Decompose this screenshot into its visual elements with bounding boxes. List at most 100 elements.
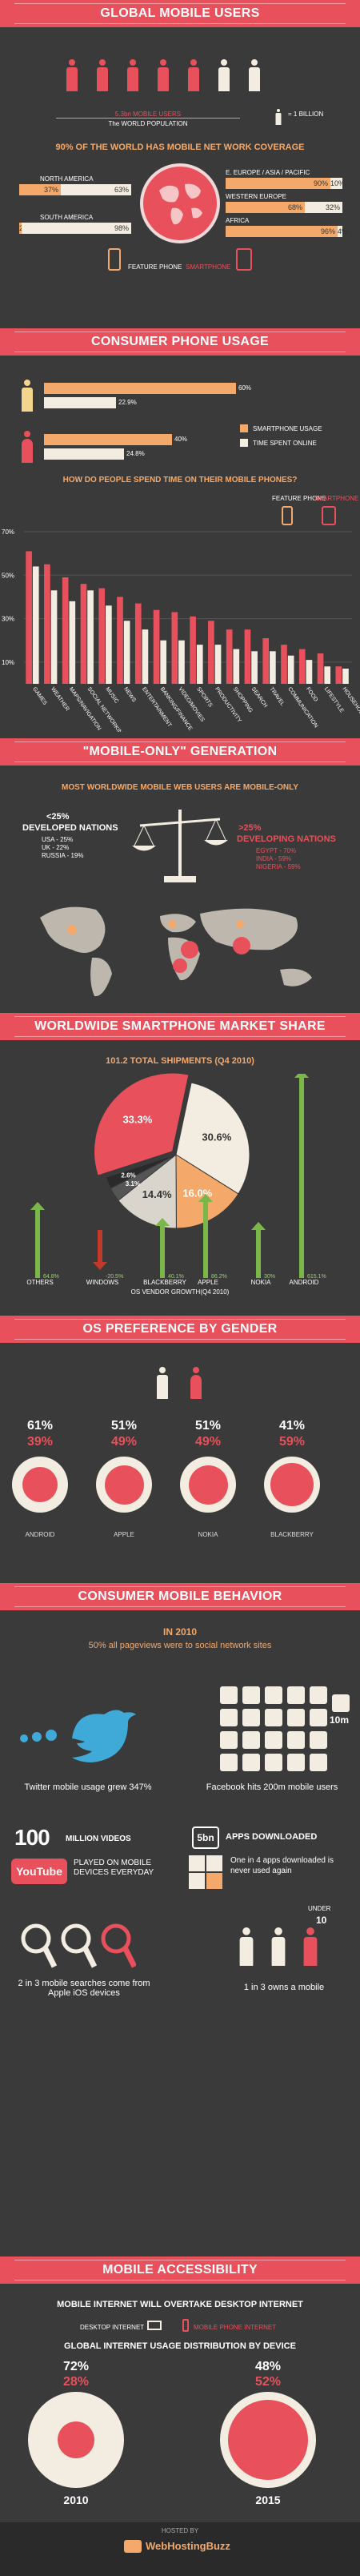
facebook-user-icon — [265, 1731, 282, 1749]
person-head — [221, 59, 227, 66]
chart-bar-smart — [69, 601, 76, 684]
section-banner-gender: OS PREFERENCE BY GENDER — [0, 1316, 360, 1343]
chart-xtick-label: FOOD — [305, 686, 318, 703]
region-feature-bar: 96% — [226, 226, 338, 237]
vendor-growth-label: 40.1% — [168, 1274, 184, 1280]
chart-xtick-label: LIFESTYLE — [323, 686, 345, 714]
region-name: AFRICA — [226, 217, 250, 224]
gender-section: 61% 39% ANDROID 51% 49% APPLE 51% 49% NOKIA 41% 59… — [0, 1343, 360, 1583]
facebook-user-icon — [242, 1731, 260, 1749]
y2015-mobile: 52% — [254, 2375, 282, 2389]
footer: HOSTED BY WebHostingBuzz — [0, 2522, 360, 2576]
pie-slice — [118, 1153, 177, 1229]
person-icon — [66, 59, 78, 91]
person-unit-icon — [275, 109, 282, 125]
mobile-icon — [182, 2319, 189, 2332]
person-body — [66, 67, 78, 91]
child-head — [306, 1927, 314, 1935]
facebook-user-icon — [310, 1709, 327, 1726]
under-age: 10 — [316, 1915, 327, 1926]
chart-bar-feature — [171, 612, 178, 684]
smartphone-icon — [236, 248, 252, 271]
vendor-arrow-shaft — [256, 1230, 261, 1278]
facebook-user-icon — [242, 1754, 260, 1771]
pie-slice — [105, 1154, 177, 1189]
facebook-user-icon — [310, 1754, 327, 1771]
vendor-name: APPLE — [198, 1279, 218, 1286]
facebook-user-icon — [220, 1754, 238, 1771]
vendor-legend: OS VENDOR GROWTH(Q4 2010) — [130, 1288, 230, 1296]
chart-bar-smart — [87, 590, 94, 684]
gender-female-pct: 59% — [278, 1435, 306, 1449]
y2010-desktop: 72% — [62, 2360, 90, 2373]
chart-ytick-label: 70% — [2, 528, 14, 536]
access-section: MOBILE INTERNET WILL OVERTAKE DESKTOP IN… — [0, 2284, 360, 2524]
chart-bar-smart — [270, 651, 276, 684]
child-figure-icon — [302, 1927, 318, 1966]
person-icon — [218, 59, 230, 91]
pie-label: 30.6% — [202, 1131, 231, 1143]
vendor-arrow-head — [251, 1222, 266, 1230]
developed-pct: <25% — [46, 812, 70, 822]
chart-xtick-label: WEATHER — [50, 686, 70, 712]
region-feature-bar: 37% — [19, 184, 61, 195]
brand-name[interactable]: WebHostingBuzz — [146, 2540, 230, 2552]
apps-grid-icon — [189, 1855, 224, 1891]
person-head — [160, 59, 166, 66]
vendor-arrow-head — [294, 1074, 309, 1078]
globe-icon — [140, 163, 220, 243]
under-label: UNDER — [308, 1905, 331, 1912]
apps-note: One in 4 apps downloaded is never used a… — [230, 1856, 334, 1875]
gender-os-label: APPLE — [114, 1531, 134, 1538]
person-body — [249, 67, 260, 91]
smartphone-legend: SMARTPHONE — [314, 495, 359, 502]
mobile-only-title: MOST WORLDWIDE MOBILE WEB USERS ARE MOBI… — [62, 783, 298, 792]
usage-question: HOW DO PEOPLE SPEND TIME ON THEIR MOBILE… — [62, 476, 298, 484]
gender-os-label: BLACKBERRY — [270, 1531, 314, 1538]
facebook-stat: Facebook hits 200m mobile users — [206, 1782, 338, 1792]
facebook-user-icon — [287, 1686, 305, 1704]
child-body — [239, 1937, 254, 1966]
gender-os-label: ANDROID — [25, 1531, 55, 1538]
facebook-user-icon — [242, 1709, 260, 1726]
legend-swatch-time — [240, 439, 248, 447]
facebook-unit-icon — [332, 1694, 350, 1712]
developed-item: UK - 22% — [42, 844, 70, 851]
chart-bar-feature — [117, 597, 123, 684]
y2015-desktop: 48% — [254, 2360, 282, 2373]
chart-bar-smart — [233, 649, 240, 684]
developing-item: EGYPT - 70% — [256, 847, 297, 854]
chart-xtick-label: MUSIC — [104, 686, 119, 704]
owns-stat: 1 in 3 owns a mobile — [243, 1983, 325, 1992]
gender-female-pct: 39% — [26, 1435, 54, 1449]
videos-label: MILLION VIDEOS — [66, 1835, 131, 1843]
app-tile-icon — [189, 1873, 205, 1889]
chart-bar-feature — [226, 629, 233, 684]
vendor-arrow-shaft — [35, 1210, 40, 1278]
person-body — [275, 113, 282, 125]
chart-xtick-label: SEARCH — [250, 686, 268, 709]
female-figure-icon — [21, 431, 34, 463]
pie-label: 2.6% — [121, 1172, 135, 1179]
vendor-name: ANDROID — [289, 1279, 319, 1286]
access-title: GLOBAL INTERNET USAGE DISTRIBUTION BY DE… — [64, 2341, 296, 2351]
gender-male-pct: 41% — [278, 1419, 306, 1433]
region-smart-bar: 32% — [305, 202, 342, 213]
vendor-name: WINDOWS — [86, 1279, 119, 1286]
vendor-name: NOKIA — [250, 1279, 271, 1286]
chart-bar-smart — [50, 590, 58, 684]
vendor-arrow-shaft — [299, 1078, 304, 1278]
y2010-mobile: 28% — [62, 2375, 90, 2389]
vendor-growth-label: -20.5% — [106, 1274, 123, 1280]
feature-phone-icon-2 — [282, 506, 293, 525]
female-time-value: 24.8% — [126, 450, 145, 457]
chart-bar-smart — [142, 629, 149, 684]
section-banner-market: WORLDWIDE SMARTPHONE MARKET SHARE — [0, 1013, 360, 1040]
chart-bar-feature — [298, 649, 306, 684]
behavior-section: IN 2010 50% all pageviews were to social… — [0, 1610, 360, 2011]
chart-xtick-label: SOCIAL NETWORKING — [86, 686, 126, 732]
behavior-year: IN 2010 — [162, 1626, 198, 1638]
person-icon — [248, 59, 261, 91]
chart-bar-feature — [190, 616, 196, 684]
female-smart-bar — [44, 434, 172, 445]
